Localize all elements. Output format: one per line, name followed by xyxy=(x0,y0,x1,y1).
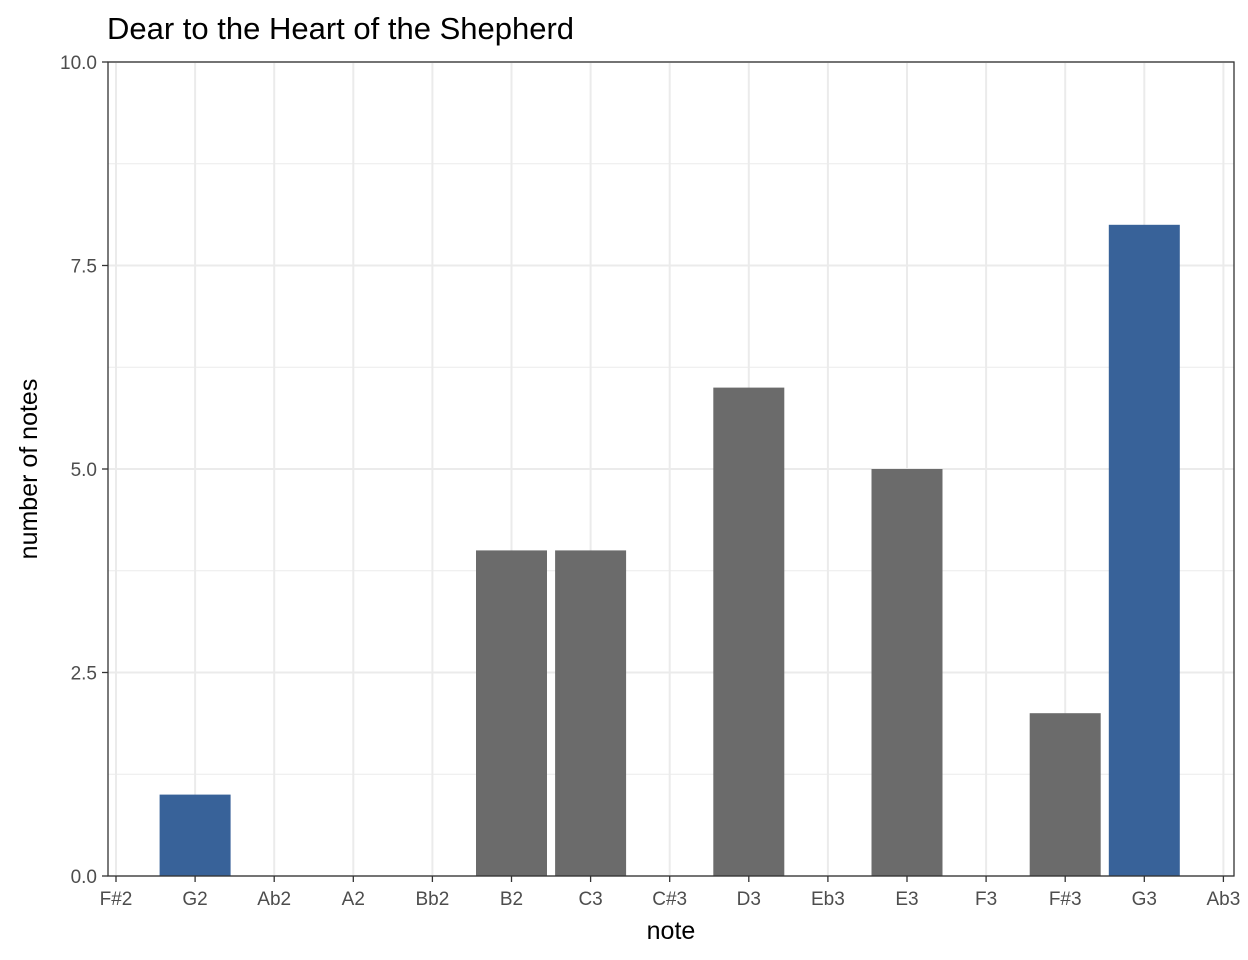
bar-F#3 xyxy=(1029,713,1101,876)
bar-G2 xyxy=(159,794,231,876)
y-tick-label: 7.5 xyxy=(71,257,97,278)
y-tick-label: 5.0 xyxy=(71,460,97,481)
x-tick-label: Ab3 xyxy=(1206,889,1240,910)
x-tick-label: G3 xyxy=(1132,889,1157,910)
y-tick-label: 10.0 xyxy=(60,53,97,74)
x-tick-label: Bb2 xyxy=(415,889,449,910)
bar-D3 xyxy=(713,387,785,876)
x-tick-label: F#3 xyxy=(1049,889,1082,910)
x-tick-label: G2 xyxy=(182,889,207,910)
bar-G3 xyxy=(1108,224,1180,877)
x-tick-label: F#2 xyxy=(100,889,133,910)
x-axis: F#2 G2 Ab2 A2 Bb2 B2 C3 C#3 D3 Eb3 E3 F3 F#3 G3 Ab3 xyxy=(100,876,1240,910)
x-tick-label: B2 xyxy=(500,889,523,910)
x-tick-label: C3 xyxy=(578,889,602,910)
bar-C3 xyxy=(555,550,627,876)
x-tick-label: C#3 xyxy=(652,889,687,910)
x-tick-label: A2 xyxy=(342,889,365,910)
y-axis-title: number of notes xyxy=(15,379,43,560)
x-tick-label: Eb3 xyxy=(811,889,845,910)
bars xyxy=(159,224,1180,877)
x-axis-title: note xyxy=(647,917,696,945)
x-tick-label: F3 xyxy=(975,889,997,910)
y-tick-label: 0.0 xyxy=(71,867,97,888)
x-tick-label: Ab2 xyxy=(257,889,291,910)
bar-E3 xyxy=(871,469,943,876)
x-tick-label: D3 xyxy=(737,889,761,910)
bar-B2 xyxy=(476,550,547,876)
x-tick-label: E3 xyxy=(895,889,918,910)
y-axis: 0.0 2.5 5.0 7.5 10.0 xyxy=(60,53,108,888)
chart-title: Dear to the Heart of the Shepherd xyxy=(107,11,574,46)
y-tick-label: 2.5 xyxy=(71,664,97,685)
